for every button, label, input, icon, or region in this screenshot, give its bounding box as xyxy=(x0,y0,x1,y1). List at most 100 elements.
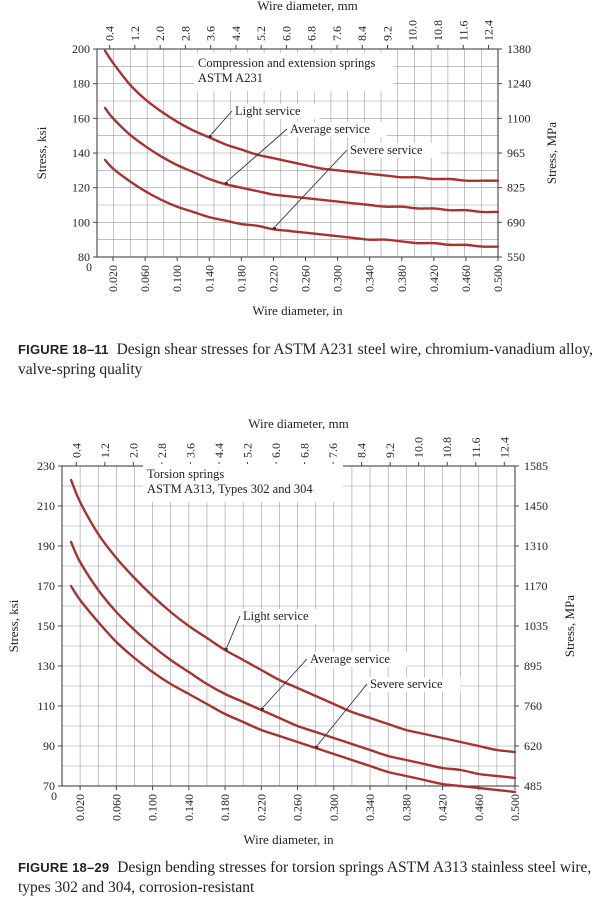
figure-caption-text: Design bending stresses for torsion spri… xyxy=(18,859,592,896)
y2-tick-label: 485 xyxy=(524,779,542,793)
annotation-text: ASTM A231 xyxy=(198,71,263,85)
y-tick-label: 200 xyxy=(72,42,90,56)
y2-tick-label: 1100 xyxy=(507,111,531,125)
x-tick-label: 0.500 xyxy=(508,794,522,821)
callout-background xyxy=(241,609,328,624)
y-tick-label: 70 xyxy=(43,779,55,793)
x2-tick-label: 0.4 xyxy=(103,26,117,41)
callout-background xyxy=(368,677,461,692)
x2-tick-label: 2.0 xyxy=(126,443,140,458)
x2-tick-label: 12.4 xyxy=(482,20,496,41)
y-tick-label: 100 xyxy=(72,215,90,229)
figure-caption-18-11: FIGURE 18–11 Design shear stresses for AS… xyxy=(18,340,593,380)
chart-figure-18-11: 80 100 120 140 160 180 200 550 690 825 965 1100 1240… xyxy=(0,0,603,330)
y2-tick-label: 895 xyxy=(524,659,542,673)
x-tick-label: 0.380 xyxy=(395,265,409,292)
figure-label: FIGURE 18–29 xyxy=(18,860,110,875)
annotation-background xyxy=(194,53,394,91)
x2-tick-label: 1.2 xyxy=(98,443,112,458)
chart-figure-18-29: 70 90 110 130 150 170 190 210 230 485 620 760 895 103… xyxy=(0,410,603,855)
x2-tick-label: 0.4 xyxy=(69,443,83,458)
callout-arrowhead xyxy=(224,181,228,185)
x2-tick-label: 4.4 xyxy=(229,26,243,41)
callout-leader-line xyxy=(226,615,241,648)
x-tick-label: 0.260 xyxy=(291,794,305,821)
x2-tick-label: 10.8 xyxy=(431,20,445,41)
y2-tick-label: 550 xyxy=(507,250,525,264)
x-tick-label: 0.300 xyxy=(327,794,341,821)
callout-arrowhead xyxy=(208,134,212,138)
x-tick-label: 0.340 xyxy=(363,794,377,821)
y-tick-label: 160 xyxy=(72,111,90,125)
y-tick-label: 210 xyxy=(37,499,55,513)
x-tick-label: 0.340 xyxy=(363,265,377,292)
series-line-severe-service xyxy=(103,158,500,248)
x-tick-label: 0.020 xyxy=(106,265,120,292)
series-callout-label: Light service xyxy=(243,609,309,623)
x2-tick-label: 11.6 xyxy=(456,20,470,41)
y2-tick-label: 1380 xyxy=(507,42,531,56)
chart-svg-18-29: 70 90 110 130 150 170 190 210 230 485 620 760 895 103… xyxy=(6,416,577,847)
y-tick-label: 230 xyxy=(37,459,55,473)
y-tick-label: 180 xyxy=(72,77,90,91)
x2-tick-label: 2.8 xyxy=(178,26,192,41)
x2-axis-label: Wire diameter, mm xyxy=(248,416,348,431)
y2-axis-label: Stress, MPa xyxy=(562,595,577,657)
series-callout-label: Severe service xyxy=(350,143,423,157)
x-tick-label: 0.020 xyxy=(73,794,87,821)
x2-tick-label: 6.8 xyxy=(305,26,319,41)
x-tick-label: 0.100 xyxy=(170,265,184,292)
callout-leader-line xyxy=(317,683,368,746)
x-tick-label: 0.060 xyxy=(109,794,123,821)
x2-tick-label: 2.8 xyxy=(155,443,169,458)
x2-tick-label: 12.4 xyxy=(497,437,511,458)
callout-leader-line xyxy=(262,658,308,708)
y-tick-label: 110 xyxy=(37,699,55,713)
callout-leader-line xyxy=(275,149,348,227)
x-tick-label: 0.380 xyxy=(399,794,413,821)
y2-tick-label: 690 xyxy=(507,215,525,229)
x-tick-label: 0.140 xyxy=(182,794,196,821)
y-tick-label: 120 xyxy=(72,181,90,195)
x-tick-label: 0.140 xyxy=(202,265,216,292)
series-callout-label: Light service xyxy=(235,104,301,118)
callout-background xyxy=(288,122,387,137)
x2-tick-label: 4.4 xyxy=(212,443,226,458)
x2-tick-label: 1.2 xyxy=(128,26,142,41)
series-line-severe-service xyxy=(69,584,517,794)
x-tick-label: 0.260 xyxy=(299,265,313,292)
y-tick-label: 170 xyxy=(37,579,55,593)
callout-background xyxy=(308,652,407,667)
x-tick-label: 0.500 xyxy=(491,265,505,292)
x-tick-label: 0.300 xyxy=(331,265,345,292)
y2-tick-label: 1035 xyxy=(524,619,548,633)
x2-axis-label: Wire diameter, mm xyxy=(257,0,357,13)
x-tick-label-zero: 0 xyxy=(51,789,57,803)
x-tick-label: 0.420 xyxy=(427,265,441,292)
figure-label: FIGURE 18–11 xyxy=(18,342,109,357)
x2-tick-label: 11.6 xyxy=(469,437,483,458)
figure-caption-text: Design shear stresses for ASTM A231 stee… xyxy=(18,341,593,378)
y-axis-label: Stress, ksi xyxy=(34,126,49,179)
callout-arrowhead xyxy=(315,745,319,749)
y2-tick-label: 1310 xyxy=(524,539,548,553)
y2-tick-label: 1170 xyxy=(524,579,548,593)
series-callout-label: Average service xyxy=(310,652,390,666)
x-axis-label: Wire diameter, in xyxy=(243,832,334,847)
series-group xyxy=(103,49,500,248)
series-line-average-service xyxy=(103,106,500,214)
callout-arrowhead xyxy=(260,707,264,711)
x2-tick-label: 3.6 xyxy=(183,443,197,458)
callout-background xyxy=(348,143,441,158)
callout-leader-line xyxy=(210,110,233,135)
x2-tick-label: 7.6 xyxy=(330,26,344,41)
grid xyxy=(62,466,515,786)
y2-tick-label: 965 xyxy=(507,146,525,160)
x-tick-label: 0.180 xyxy=(218,794,232,821)
callout-arrowhead xyxy=(272,226,277,230)
x-tick-label: 0.460 xyxy=(459,265,473,292)
y-axis-label: Stress, ksi xyxy=(6,599,21,652)
x-tick-label: 0.100 xyxy=(146,794,160,821)
x-tick-label: 0.180 xyxy=(234,265,248,292)
y-tick-label: 130 xyxy=(37,659,55,673)
